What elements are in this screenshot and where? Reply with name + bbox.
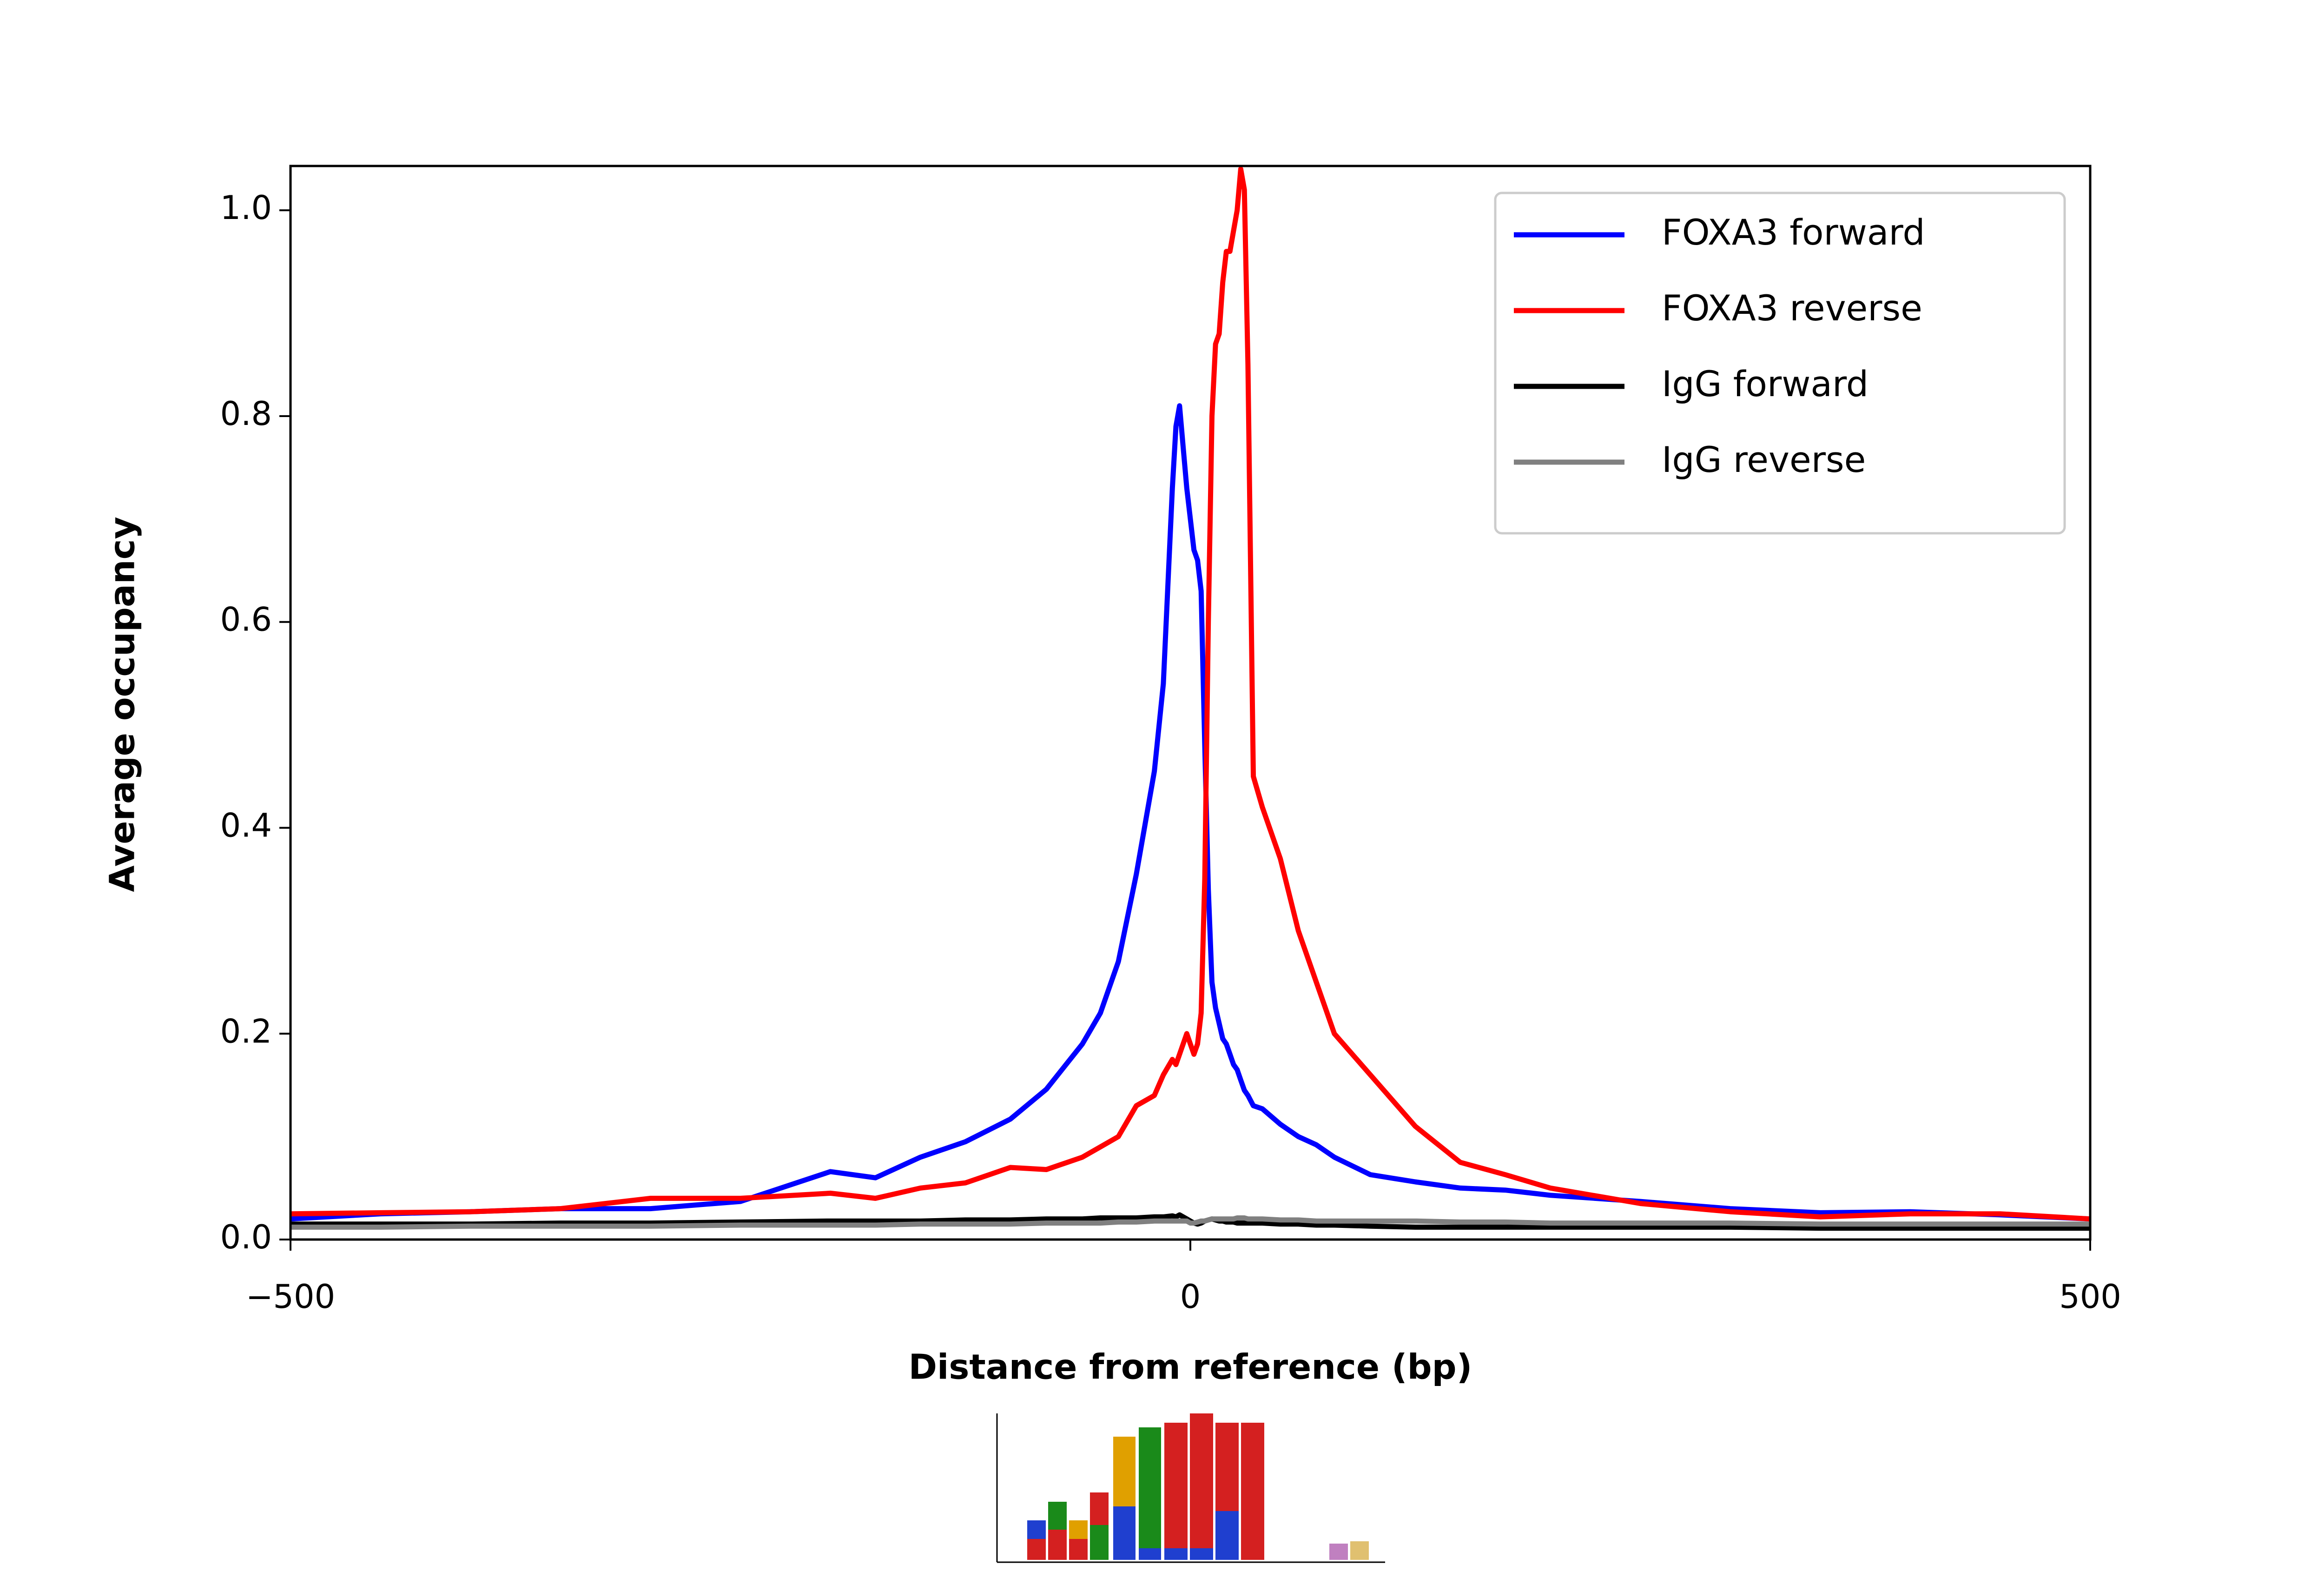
series-line: [290, 1215, 2090, 1230]
y-tick-label: 1.0: [220, 189, 272, 227]
y-tick-label: 0.8: [220, 395, 272, 433]
x-axis-label: Distance from reference (bp): [909, 1347, 1472, 1387]
y-tick-label: 0.0: [220, 1218, 272, 1256]
y-tick-label: 0.2: [220, 1012, 272, 1050]
x-tick-label: 0: [1180, 1278, 1201, 1316]
y-tick-label: 0.4: [220, 807, 272, 845]
motif-logo: [996, 1413, 1385, 1563]
legend-label: FOXA3 reverse: [1662, 287, 1922, 329]
legend-label: FOXA3 forward: [1662, 212, 1925, 253]
x-tick-label: −500: [246, 1278, 335, 1316]
series-line: [290, 166, 2090, 1222]
legend-box: [1494, 192, 2066, 535]
plot-frame: [289, 165, 2092, 1241]
y-tick-label: 0.6: [220, 601, 272, 639]
legend-label: IgG reverse: [1662, 439, 1866, 480]
y-axis-label: Average occupancy: [103, 517, 143, 892]
legend-label: IgG forward: [1662, 363, 1868, 404]
series-line: [290, 403, 2090, 1222]
x-tick-label: 500: [2059, 1278, 2121, 1316]
